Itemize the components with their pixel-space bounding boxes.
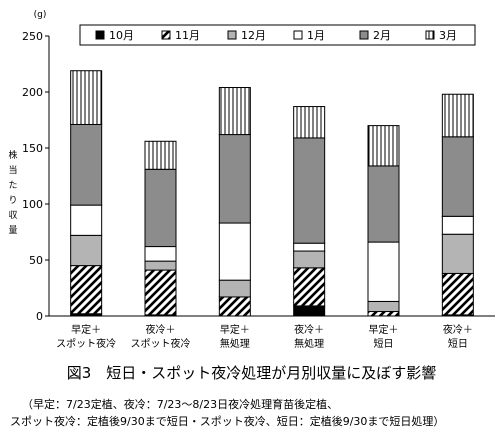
bar-segment — [293, 137, 326, 244]
legend-box — [79, 24, 476, 46]
bar-segment — [70, 204, 103, 236]
x-tick-label: スポット夜冷 — [131, 337, 191, 350]
legend-label: 2月 — [373, 29, 391, 42]
x-tick-label: 早定＋ — [71, 323, 101, 336]
bar-segment — [441, 215, 474, 235]
bar-segment — [70, 70, 103, 125]
figure-caption-title: 図3 短日・スポット夜冷処理が月別収量に及ぼす影響 — [66, 364, 437, 382]
x-tick-label: 短日 — [374, 337, 394, 350]
x-tick-label: 早定＋ — [220, 323, 250, 336]
bar-stack — [70, 70, 103, 317]
bar-segment — [441, 136, 474, 217]
x-tick-label: 無処理 — [294, 337, 324, 350]
figure-caption-note-line-2: スポット夜冷：定植後9/30まで短日・スポット夜冷、短日：定植後9/30まで短日… — [10, 415, 445, 428]
bar-segment — [144, 140, 177, 170]
legend-item: 2月 — [359, 29, 391, 42]
bar-segment — [218, 296, 251, 317]
bar-segment — [218, 87, 251, 136]
bar-segment — [367, 300, 400, 313]
y-tick-label: 100 — [22, 198, 43, 211]
y-axis: 0 50 100 150 200 250 — [22, 30, 50, 323]
bar-segment — [293, 106, 326, 139]
bar-segment — [367, 311, 400, 317]
bar-segment — [218, 222, 251, 281]
x-tick-label: 夜冷＋ — [294, 323, 324, 336]
bars — [70, 70, 474, 317]
bar-segment — [144, 168, 177, 248]
legend-item: 12月 — [227, 29, 266, 42]
legend-swatch — [425, 30, 435, 40]
legend-swatch — [95, 30, 105, 40]
legend-label: 10月 — [109, 29, 134, 42]
bar-segment — [441, 93, 474, 138]
bar-stack — [441, 93, 474, 317]
bar-segment — [367, 165, 400, 243]
bar-segment — [70, 123, 103, 206]
legend-item: 1月 — [293, 29, 325, 42]
y-tick-label: 200 — [22, 86, 43, 99]
legend-swatch — [227, 30, 237, 40]
legend-label: 1月 — [307, 29, 325, 42]
x-tick-label: 無処理 — [220, 337, 250, 350]
legend-label: 12月 — [241, 29, 266, 42]
bar-segment — [441, 272, 474, 316]
legend-swatch — [293, 30, 303, 40]
y-axis-label: 株当たり収量 — [8, 149, 17, 236]
bar-segment — [218, 134, 251, 224]
bar-stack — [367, 125, 400, 317]
legend-label: 11月 — [175, 29, 200, 42]
legend: 10月 11月 12月 1月 2月 3月 — [79, 24, 476, 46]
bar-segment — [70, 265, 103, 315]
bar-segment — [367, 241, 400, 302]
x-tick-label: 短日 — [448, 337, 468, 350]
bar-segment — [293, 267, 326, 307]
bar-stack — [293, 106, 326, 317]
bar-segment — [293, 305, 326, 317]
bar-segment — [144, 269, 177, 316]
bar-segment — [441, 233, 474, 274]
x-tick-label: 早定＋ — [369, 323, 399, 336]
figure-caption-note-line-1: （早定：7/23定植、夜冷：7/23～8/23日夜冷処理育苗後定植、 — [22, 398, 339, 411]
bar-segment — [293, 242, 326, 252]
x-tick-label: 夜冷＋ — [443, 323, 473, 336]
legend-item: 10月 — [95, 29, 134, 42]
y-tick-label: 150 — [22, 142, 43, 155]
legend-label: 3月 — [439, 29, 457, 42]
bar-segment — [144, 246, 177, 262]
bar-stack — [144, 140, 177, 317]
y-tick-label: 250 — [22, 30, 43, 43]
y-tick-label: 50 — [29, 254, 43, 267]
legend-swatch — [161, 30, 171, 40]
bar-segment — [218, 279, 251, 298]
bar-segment — [293, 250, 326, 269]
legend-swatch — [359, 30, 369, 40]
bar-stack — [218, 87, 251, 317]
y-unit-label: (g) — [34, 10, 47, 20]
y-tick-label: 0 — [36, 310, 43, 323]
bar-segment — [367, 125, 400, 167]
legend-item: 11月 — [161, 29, 200, 42]
x-tick-label: 夜冷＋ — [146, 323, 176, 336]
y-axis-label-text: 株当たり収量 — [8, 149, 17, 236]
legend-item: 3月 — [425, 29, 457, 42]
bar-segment — [70, 234, 103, 267]
bar-segment — [144, 260, 177, 271]
x-tick-label: スポット夜冷 — [56, 337, 116, 350]
